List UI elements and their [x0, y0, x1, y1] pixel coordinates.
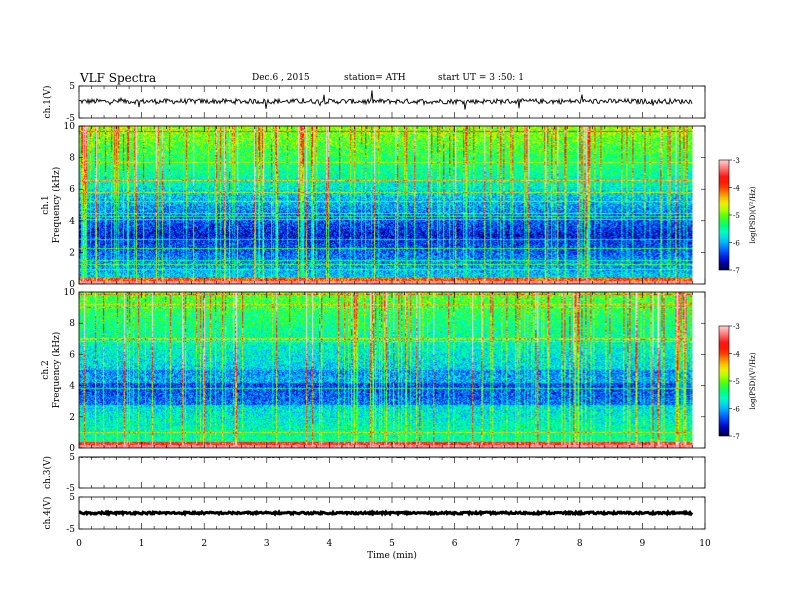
x-tick-label: 2: [201, 539, 207, 549]
ch2-spectrogram-colorbar-tick-label: -5: [733, 378, 740, 386]
header-date: Dec.6 , 2015: [252, 73, 310, 83]
ch2-spectrogram-colorbar-tick-label: -6: [733, 406, 740, 414]
ch2-spectrogram-ytick-label: 0: [69, 444, 75, 454]
ch1-spectrogram-ytick-label: 10: [64, 122, 76, 132]
ch2-spectrogram-ytick-label: 2: [69, 413, 75, 423]
ch1-waveform-ytick-label: -5: [66, 114, 75, 124]
ch2-spectrogram-colorbar-tick-label: -3: [733, 323, 740, 331]
x-tick-label: 1: [139, 539, 145, 549]
ch2-spectrogram-ylabel-frequency: Frequency (kHz): [51, 332, 62, 409]
x-tick-label: 4: [327, 539, 333, 549]
x-tick-label: 9: [640, 539, 646, 549]
header-station: station= ATH: [344, 73, 406, 83]
ch1-spectrogram-colorbar-tick-label: -5: [733, 212, 740, 220]
ch1-spectrogram-ylabel-frequency: Frequency (kHz): [51, 167, 62, 244]
ch1-spectrogram-ytick-label: 6: [69, 185, 75, 195]
ch2-spectrogram-ytick-label: 8: [69, 319, 75, 329]
ch1-spectrogram-colorbar-label: log(PSD)(V²/Hz): [749, 186, 757, 243]
ch3-waveform-ytick-label: -5: [66, 484, 75, 494]
x-tick-label: 0: [76, 539, 82, 549]
ch2-spectrogram-colorbar-tick-label: -4: [733, 351, 740, 359]
ch4-waveform-trace: [78, 509, 694, 517]
ch3-waveform-ylabel: ch.3(V): [42, 456, 53, 489]
ch1-spectrogram-ytick-label: 0: [69, 280, 75, 290]
ch1-spectrogram-colorbar: [718, 159, 730, 271]
ch1-spectrogram-image: [79, 126, 693, 284]
x-tick-label: 5: [389, 539, 395, 549]
ch1-spectrogram-ytick-label: 2: [69, 248, 75, 258]
ch1-spectrogram-colorbar-tick-label: -7: [733, 267, 740, 275]
ch4-waveform-ytick-label: 5: [69, 493, 75, 503]
ch2-spectrogram-ylabel-channel: ch.2: [41, 360, 51, 379]
ch4-waveform-ytick-label: -5: [66, 525, 75, 535]
x-tick-label: 10: [699, 539, 711, 549]
ch4-waveform-ylabel: ch.4(V): [42, 497, 53, 530]
ch2-spectrogram-image: [79, 292, 693, 448]
ch1-spectrogram-ytick-label: 8: [69, 154, 75, 164]
ch1-spectrogram-colorbar-tick-label: -6: [733, 240, 740, 248]
ch2-spectrogram-colorbar: [718, 325, 730, 437]
ch2-spectrogram-ytick-label: 6: [69, 350, 75, 360]
ch2-spectrogram-colorbar-tick-label: -7: [733, 433, 740, 441]
x-axis-label: Time (min): [367, 550, 417, 561]
x-tick-label: 8: [577, 539, 583, 549]
ch3-waveform-ytick-label: 5: [69, 453, 75, 463]
ch1-waveform-trace: [78, 90, 693, 110]
figure-title: VLF Spectra: [80, 71, 157, 85]
ch1-spectrogram-colorbar-tick-label: -4: [733, 185, 740, 193]
ch1-waveform-ytick-label: 5: [69, 82, 75, 92]
ch2-spectrogram-colorbar-label: log(PSD)(V²/Hz): [749, 352, 757, 409]
ch1-spectrogram-ylabel-channel: ch.1: [41, 195, 51, 214]
header-start-ut: start UT = 3 :50: 1: [438, 73, 524, 83]
ch1-spectrogram-colorbar-tick-label: -3: [733, 157, 740, 165]
x-tick-label: 3: [264, 539, 270, 549]
x-tick-label: 7: [514, 539, 520, 549]
x-tick-label: 6: [452, 539, 458, 549]
ch1-spectrogram-ytick-label: 4: [69, 217, 75, 227]
ch2-spectrogram-ytick-label: 10: [64, 288, 76, 298]
ch1-waveform-ylabel: ch.1(V): [42, 86, 53, 119]
ch2-spectrogram-ytick-label: 4: [69, 382, 75, 392]
